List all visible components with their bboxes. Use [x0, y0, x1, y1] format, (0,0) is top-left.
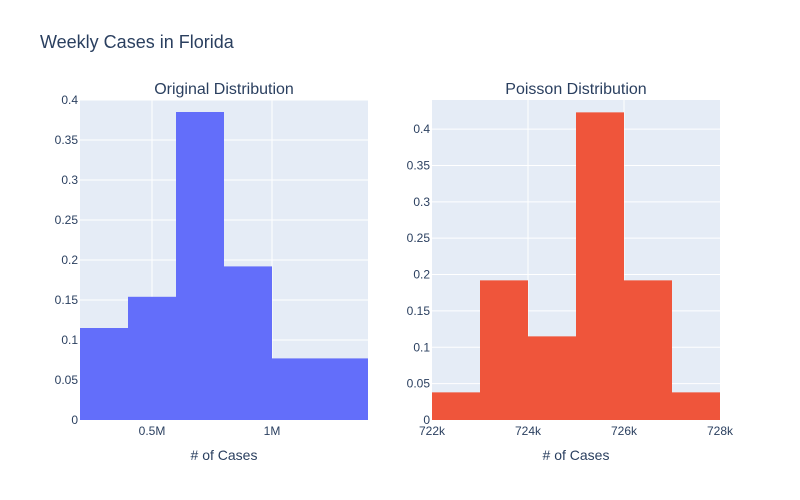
subplot-2-x-tick-label-0: 722k — [419, 424, 446, 438]
subplot-2-x-tick-label-2: 726k — [611, 424, 638, 438]
subplot-1-bar-3[interactable] — [176, 112, 224, 420]
subplot-1-x-tick-label-1: 1M — [264, 424, 281, 438]
subplot-2-bar-1[interactable] — [432, 392, 480, 420]
subplot-2-bar-3[interactable] — [528, 336, 576, 420]
subplot-2-y-tick-label-4: 0.2 — [413, 268, 430, 282]
subplot-2-bar-4[interactable] — [576, 112, 624, 420]
subplot-1-y-tick-label-3: 0.15 — [55, 293, 79, 307]
subplot-1-y-tick-label-5: 0.25 — [55, 213, 79, 227]
subplot-1-y-tick-label-7: 0.35 — [55, 133, 79, 147]
subplot-2-x-tick-label-1: 724k — [515, 424, 542, 438]
subplot-1-title: Original Distribution — [154, 81, 294, 98]
subplot-2-y-tick-label-7: 0.35 — [407, 158, 431, 172]
subplot-1-y-tick-label-4: 0.2 — [61, 253, 78, 267]
subplot-2-bar-5[interactable] — [624, 280, 672, 420]
subplot-1-bar-4[interactable] — [224, 266, 272, 420]
subplot-1-y-tick-label-6: 0.3 — [61, 173, 78, 187]
figure-title: Weekly Cases in Florida — [40, 32, 234, 52]
subplot-1-y-tick-label-0: 0 — [71, 413, 78, 427]
subplot-2-y-tick-label-0: 0 — [423, 413, 430, 427]
subplot-2-y-tick-label-1: 0.05 — [407, 377, 431, 391]
subplot-1-y-tick-label-8: 0.4 — [61, 93, 78, 107]
subplot-1-bar-6[interactable] — [320, 358, 368, 420]
subplot-2-x-tick-label-3: 728k — [707, 424, 734, 438]
subplot-1-y-tick-label-2: 0.1 — [61, 333, 78, 347]
subplot-2-bar-6[interactable] — [672, 392, 720, 420]
subplot-1-x-tick-label-0: 0.5M — [139, 424, 166, 438]
subplot-2-bar-2[interactable] — [480, 280, 528, 420]
subplot-2-y-tick-label-2: 0.1 — [413, 340, 430, 354]
subplot-1: 0 0.05 0.1 0.15 0.2 0.25 0.3 0.35 0.4 0.5M 1M # of … — [55, 81, 368, 463]
subplot-2-title: Poisson Distribution — [505, 81, 646, 98]
subplot-2-y-tick-label-6: 0.3 — [413, 195, 430, 209]
subplot-2-y-tick-label-3: 0.15 — [407, 304, 431, 318]
subplot-1-bar-5[interactable] — [272, 358, 320, 420]
subplot-2: 0 0.05 0.1 0.15 0.2 0.25 0.3 0.35 0.4 722k 724k 726… — [407, 81, 734, 463]
subplot-1-x-axis-title: # of Cases — [191, 447, 258, 463]
subplot-1-y-tick-label-1: 0.05 — [55, 373, 79, 387]
subplot-2-y-tick-label-5: 0.25 — [407, 231, 431, 245]
subplot-2-x-axis-title: # of Cases — [543, 447, 610, 463]
subplot-1-bar-1[interactable] — [80, 328, 128, 420]
subplot-1-bar-2[interactable] — [128, 296, 176, 420]
subplot-2-y-tick-label-8: 0.4 — [413, 122, 430, 136]
